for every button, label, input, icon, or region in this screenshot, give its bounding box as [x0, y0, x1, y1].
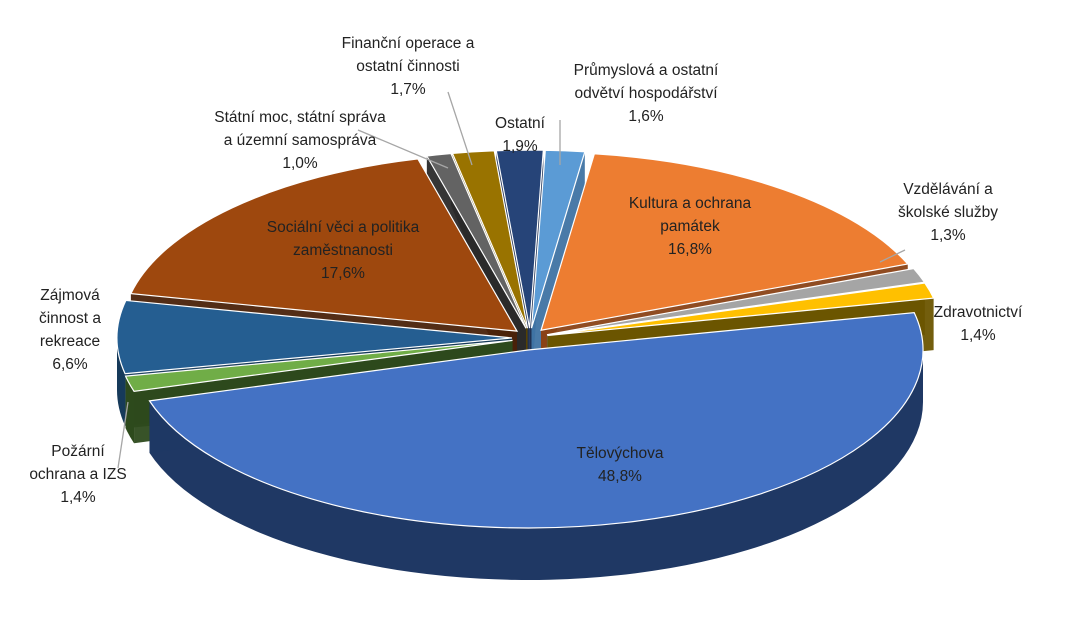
slice-label-9-line-0: Finanční operace a — [342, 35, 475, 52]
slice-label-8-pct: 1,0% — [282, 155, 318, 172]
slice-label-4-line-0: Tělovýchova — [576, 445, 663, 462]
slice-label-9-line-1: ostatní činnosti — [356, 58, 459, 75]
slice-label-10: Ostatní 1,9% — [495, 115, 546, 155]
slice-labels: Průmyslová a ostatní odvětví hospodářství… — [29, 35, 1023, 506]
slice-6-top — [116, 299, 513, 375]
slice-label-3-pct: 1,4% — [960, 327, 996, 344]
slice-label-4-pct: 48,8% — [598, 468, 642, 485]
slice-label-1-pct: 16,8% — [668, 241, 712, 258]
slice-3-top — [547, 282, 935, 337]
slice-label-2-line-1: školské služby — [898, 204, 998, 221]
slice-label-5-pct: 1,4% — [60, 489, 96, 506]
slice-label-6-line-2: rekreace — [40, 333, 100, 350]
slice-label-6-line-1: činnost a — [39, 310, 101, 327]
slice-label-6: Zájmová činnost a rekreace 6,6% — [39, 287, 101, 373]
slice-label-5: Požární ochrana a IZS 1,4% — [29, 443, 126, 506]
slice-label-7-pct: 17,6% — [321, 265, 365, 282]
slice-5-top — [124, 339, 513, 392]
slice-label-2-line-0: Vzdělávání a — [903, 181, 993, 198]
slice-label-5-line-0: Požární — [51, 443, 105, 460]
slice-8-top — [425, 152, 527, 329]
slice-label-9-pct: 1,7% — [390, 81, 426, 98]
slice-label-0-pct: 1,6% — [628, 108, 664, 125]
slice-label-8-line-1: a územní samospráva — [224, 132, 377, 149]
slice-label-7-line-0: Sociální věci a politika — [267, 219, 420, 236]
slice-10-top — [495, 149, 544, 329]
slice-1-top — [540, 153, 909, 331]
slice-label-4: Tělovýchova 48,8% — [576, 445, 663, 485]
slice-9-top — [451, 150, 529, 329]
slice-label-0-line-0: Průmyslová a ostatní — [574, 62, 719, 79]
slice-label-9: Finanční operace a ostatní činnosti 1,7% — [342, 35, 475, 98]
slice-label-1: Kultura a ochrana památek 16,8% — [629, 195, 752, 258]
slice-label-10-pct: 1,9% — [502, 138, 538, 155]
pie-slices — [116, 149, 935, 580]
slice-6-side — [117, 337, 126, 426]
slice-label-8-line-0: Státní moc, státní správa — [214, 109, 386, 126]
leader-lines — [117, 91, 906, 469]
slice-label-8: Státní moc, státní správa a územní samosp… — [214, 109, 386, 172]
slice-label-2-pct: 1,3% — [930, 227, 966, 244]
slice-label-5-line-1: ochrana a IZS — [29, 466, 126, 483]
leader-line-8 — [357, 129, 449, 169]
slice-2-top — [546, 267, 926, 336]
slice-label-3-line-0: Zdravotnictví — [934, 304, 1023, 321]
slice-label-10-line-0: Ostatní — [495, 115, 546, 132]
leader-line-9 — [447, 91, 473, 166]
slice-label-0: Průmyslová a ostatní odvětví hospodářství… — [574, 62, 719, 125]
slice-label-6-pct: 6,6% — [52, 356, 88, 373]
slice-7-top — [129, 158, 519, 332]
slice-label-6-line-0: Zájmová — [40, 287, 100, 304]
slice-label-7-line-1: zaměstnanosti — [293, 242, 393, 259]
slice-4-side — [149, 350, 924, 580]
leader-line-2 — [879, 249, 906, 263]
slice-label-3: Zdravotnictví 1,4% — [934, 304, 1023, 344]
slice-label-0-line-1: odvětví hospodářství — [574, 85, 718, 102]
slice-label-1-line-1: památek — [660, 218, 720, 235]
slice-label-1-line-0: Kultura a ochrana — [629, 195, 752, 212]
slice-label-7: Sociální věci a politika zaměstnanosti 17,… — [267, 219, 420, 282]
slice-0-top — [530, 149, 586, 329]
slice-4-top — [148, 312, 924, 529]
slice-label-2: Vzdělávání a školské služby 1,3% — [898, 181, 998, 244]
leader-line-5 — [117, 401, 129, 469]
slice-4 — [148, 312, 924, 580]
